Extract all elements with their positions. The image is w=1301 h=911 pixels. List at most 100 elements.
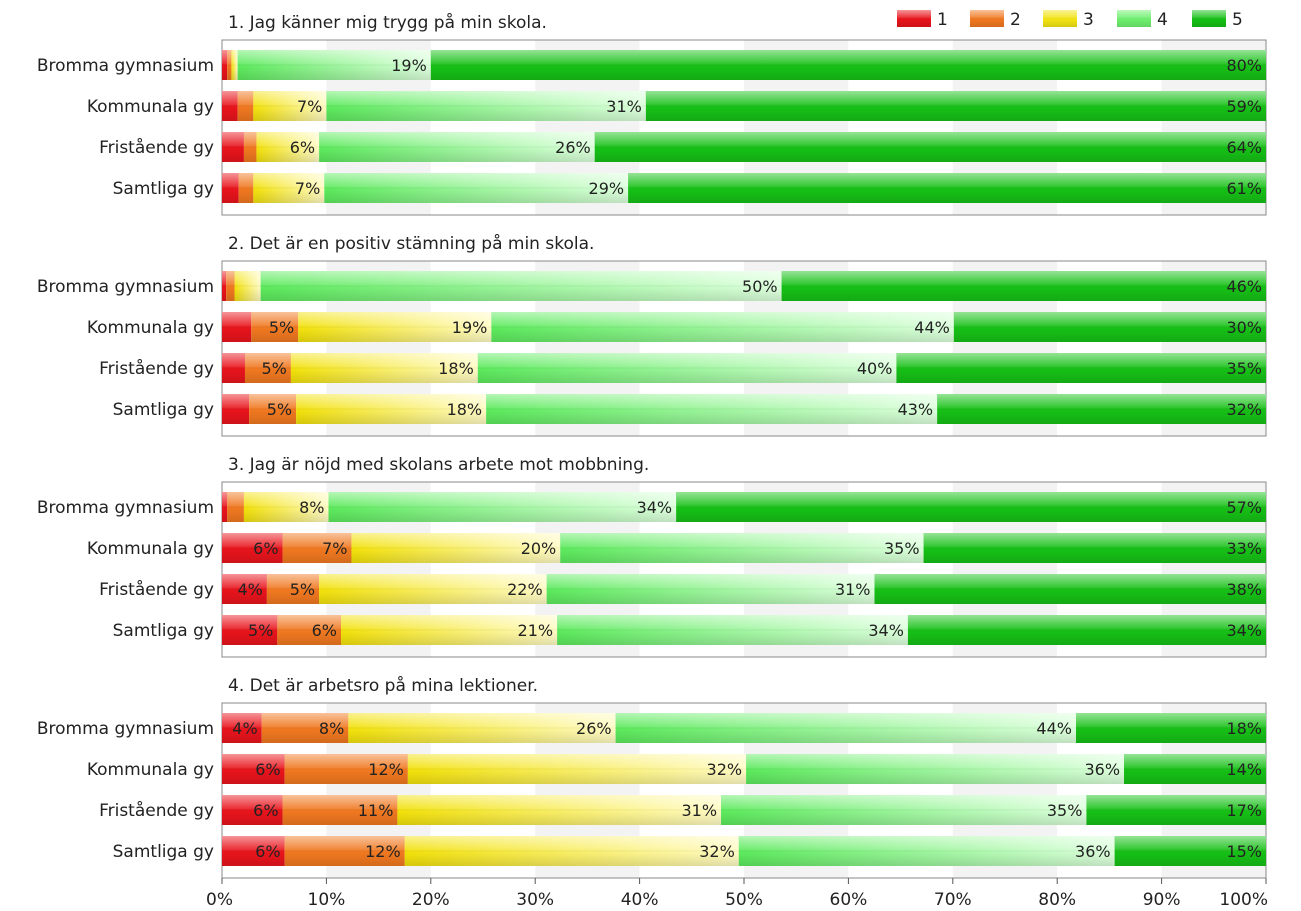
- legend-label: 5: [1232, 10, 1243, 30]
- bar-segment-gloss: [1114, 836, 1266, 866]
- bar-segment-gloss: [284, 754, 408, 784]
- bar-segment-gloss: [874, 574, 1266, 604]
- bar-segment-gloss: [328, 492, 677, 522]
- bar-segment-gloss: [222, 615, 278, 645]
- data-label: 33%: [1226, 539, 1262, 558]
- x-tick-label: 70%: [934, 890, 972, 910]
- bar-segment-gloss: [645, 91, 1266, 121]
- bar-segment-gloss: [222, 836, 285, 866]
- data-label: 7%: [322, 539, 347, 558]
- data-label: 18%: [1226, 719, 1262, 738]
- bar-row: Bromma gymnasium 4% 8% 26% 44% 18%: [37, 713, 1266, 743]
- bar-segment-gloss: [282, 533, 352, 563]
- data-label: 64%: [1226, 138, 1262, 157]
- data-label: 32%: [1226, 400, 1262, 419]
- bar-row: Samtliga gy 7% 29% 61%: [113, 173, 1266, 203]
- bar-row: Fristående gy 6% 11% 31% 35% 17%: [99, 795, 1266, 825]
- category-label: Samtliga gy: [113, 400, 214, 420]
- bar-segment-gloss: [937, 394, 1266, 424]
- x-tick-label: 60%: [830, 890, 868, 910]
- category-label: Samtliga gy: [113, 179, 214, 199]
- bar-segment-gloss: [222, 754, 285, 784]
- data-label: 5%: [262, 359, 287, 378]
- bar-segment-gloss: [491, 312, 954, 342]
- category-label: Kommunala gy: [87, 318, 214, 338]
- bar-row: Bromma gymnasium 8% 34% 57%: [37, 492, 1266, 522]
- chart-panel-4: 4. Det är arbetsro på mina lektioner. Bro…: [37, 675, 1267, 879]
- data-label: 5%: [248, 621, 273, 640]
- bar-segment-gloss: [746, 754, 1125, 784]
- bar-segment-gloss: [341, 615, 558, 645]
- legend-label: 4: [1157, 10, 1168, 30]
- bar-segment-gloss: [546, 574, 875, 604]
- data-label: 17%: [1226, 801, 1262, 820]
- data-label: 5%: [269, 318, 294, 337]
- data-label: 4%: [232, 719, 257, 738]
- legend-item-3: 3: [1043, 10, 1094, 30]
- bar-segment-gloss: [557, 615, 908, 645]
- bar-row: Samtliga gy 6% 12% 32% 36% 15%: [113, 836, 1266, 866]
- x-tick-label: 10%: [308, 890, 346, 910]
- data-label: 4%: [238, 580, 263, 599]
- bar-row: Samtliga gy 5% 6% 21% 34% 34%: [113, 615, 1266, 645]
- data-label: 40%: [857, 359, 893, 378]
- category-label: Samtliga gy: [113, 621, 214, 641]
- data-label: 44%: [914, 318, 950, 337]
- bar-segment-gloss: [253, 91, 327, 121]
- bar-segment-gloss: [256, 132, 320, 162]
- data-label: 57%: [1226, 498, 1262, 517]
- data-label: 6%: [312, 621, 337, 640]
- data-label: 32%: [707, 760, 743, 779]
- bar-segment-gloss: [251, 312, 299, 342]
- category-label: Kommunala gy: [87, 97, 214, 117]
- data-label: 26%: [555, 138, 591, 157]
- bar-segment-gloss: [326, 91, 646, 121]
- bar-segment-gloss: [260, 271, 782, 301]
- bar-segment-gloss: [266, 574, 320, 604]
- bar-segment-gloss: [222, 795, 283, 825]
- bar-segment-gloss: [222, 574, 267, 604]
- bar-segment-gloss: [953, 312, 1266, 342]
- bar-segment-gloss: [222, 91, 238, 121]
- x-tick-label: 90%: [1143, 890, 1181, 910]
- x-tick-label: 20%: [412, 890, 450, 910]
- bar-segment-gloss: [324, 173, 629, 203]
- bar-segment-gloss: [1086, 795, 1266, 825]
- bar-segment-gloss: [243, 132, 257, 162]
- bar-segment-gloss: [486, 394, 938, 424]
- data-label: 19%: [391, 56, 427, 75]
- category-label: Kommunala gy: [87, 539, 214, 559]
- chart-panel-3: 3. Jag är nöjd med skolans arbete mot mo…: [37, 455, 1267, 658]
- category-label: Fristående gy: [99, 358, 214, 379]
- bar-segment-gloss: [594, 132, 1266, 162]
- panel-frame: [221, 481, 1267, 658]
- bar-row: Fristående gy 5% 18% 40% 35%: [99, 353, 1266, 383]
- data-label: 8%: [319, 719, 344, 738]
- category-label: Bromma gymnasium: [37, 719, 214, 739]
- data-label: 34%: [637, 498, 673, 517]
- x-tick-label: 0%: [206, 890, 233, 910]
- data-label: 21%: [518, 621, 554, 640]
- bar-segment-gloss: [1075, 713, 1266, 743]
- data-label: 15%: [1226, 842, 1262, 861]
- data-label: 34%: [868, 621, 904, 640]
- data-label: 34%: [1226, 621, 1262, 640]
- bar-segment-gloss: [676, 492, 1266, 522]
- x-tick-label: 80%: [1038, 890, 1076, 910]
- bar-segment-gloss: [923, 533, 1266, 563]
- bar-row: Kommunala gy 6% 12% 32% 36% 14%: [87, 754, 1266, 784]
- bar-segment-gloss: [351, 533, 561, 563]
- bar-segment-gloss: [319, 132, 595, 162]
- bar-segment-gloss: [222, 50, 228, 80]
- data-label: 44%: [1036, 719, 1072, 738]
- legend-swatch-gloss: [1043, 10, 1077, 27]
- bar-segment-gloss: [721, 795, 1087, 825]
- bar-row: Bromma gymnasium 50% 46%: [37, 271, 1266, 301]
- data-label: 36%: [1075, 842, 1111, 861]
- data-label: 5%: [290, 580, 315, 599]
- data-label: 6%: [253, 539, 278, 558]
- x-tick-label: 40%: [621, 890, 659, 910]
- bar-segment-gloss: [222, 533, 283, 563]
- panel-frame: [221, 260, 1267, 437]
